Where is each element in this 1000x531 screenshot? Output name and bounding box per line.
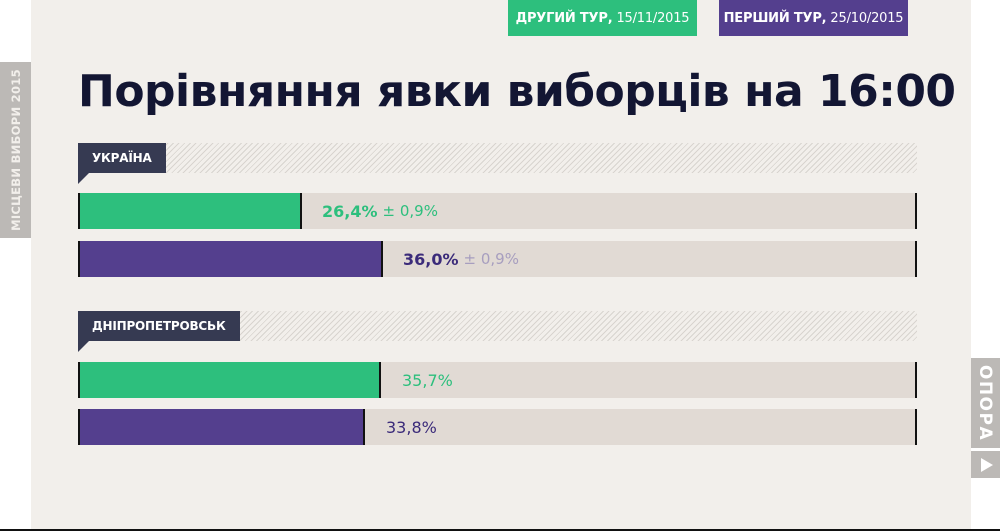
- legend-round1-button[interactable]: ПЕРШИЙ ТУР, 25/10/2015: [719, 0, 908, 36]
- bar-fill: [80, 362, 381, 398]
- side-tab-local-elections-label: МІСЦЕВИ ВИБОРИ 2015: [8, 69, 23, 231]
- legend-round1-label: ПЕРШИЙ ТУР,: [723, 10, 827, 26]
- region-label: УКРАЇНА: [92, 151, 152, 165]
- bar-error: ± 0,9%: [463, 250, 519, 268]
- bar-value-label: 33,8%: [386, 409, 437, 445]
- region-label: ДНІПРОПЕТРОВСЬК: [92, 319, 226, 333]
- bar-error: ± 0,9%: [382, 202, 438, 220]
- legend-round2-button[interactable]: ДРУГИЙ ТУР, 15/11/2015: [508, 0, 697, 36]
- bar-fill: [80, 241, 383, 277]
- hatch-pattern: [78, 143, 917, 173]
- section-header-ukraine: УКРАЇНА: [78, 143, 917, 184]
- region-tab: ДНІПРОПЕТРОВСЬК: [78, 311, 240, 341]
- section-header-dnipropetrovsk: ДНІПРОПЕТРОВСЬК: [78, 311, 917, 352]
- opora-logo-label: ОПОРА: [975, 364, 996, 442]
- bar-value: 33,8%: [386, 417, 437, 437]
- bar-value-label: 36,0% ± 0,9%: [403, 241, 519, 277]
- bar-fill: [80, 409, 365, 445]
- bar-dnipro-round2: 35,7%: [78, 362, 917, 398]
- region-tab: УКРАЇНА: [78, 143, 166, 173]
- bar-value: 35,7%: [402, 370, 453, 390]
- bar-value-label: 26,4% ± 0,9%: [322, 193, 438, 229]
- tab-tail: [78, 341, 89, 352]
- bottom-border: [0, 529, 1000, 531]
- bar-value: 36,0%: [403, 249, 459, 269]
- bar-value: 26,4%: [322, 201, 378, 221]
- bar-dnipro-round1: 33,8%: [78, 409, 917, 445]
- legend-round2-date: 15/11/2015: [616, 10, 690, 26]
- legend-round2-label: ДРУГИЙ ТУР,: [515, 10, 613, 26]
- bar-fill: [80, 193, 302, 229]
- tab-tail: [78, 173, 89, 184]
- bar-value-label: 35,7%: [402, 362, 453, 398]
- play-button[interactable]: [971, 451, 1000, 478]
- side-tab-local-elections[interactable]: МІСЦЕВИ ВИБОРИ 2015: [0, 62, 31, 238]
- bar-ukraine-round2: 26,4% ± 0,9%: [78, 193, 917, 229]
- play-icon: [981, 457, 993, 472]
- side-tab-opora[interactable]: ОПОРА: [971, 358, 1000, 448]
- legend-round1-date: 25/10/2015: [830, 10, 904, 26]
- page-title: Порівняння явки виборців на 16:00: [78, 66, 956, 117]
- bar-ukraine-round1: 36,0% ± 0,9%: [78, 241, 917, 277]
